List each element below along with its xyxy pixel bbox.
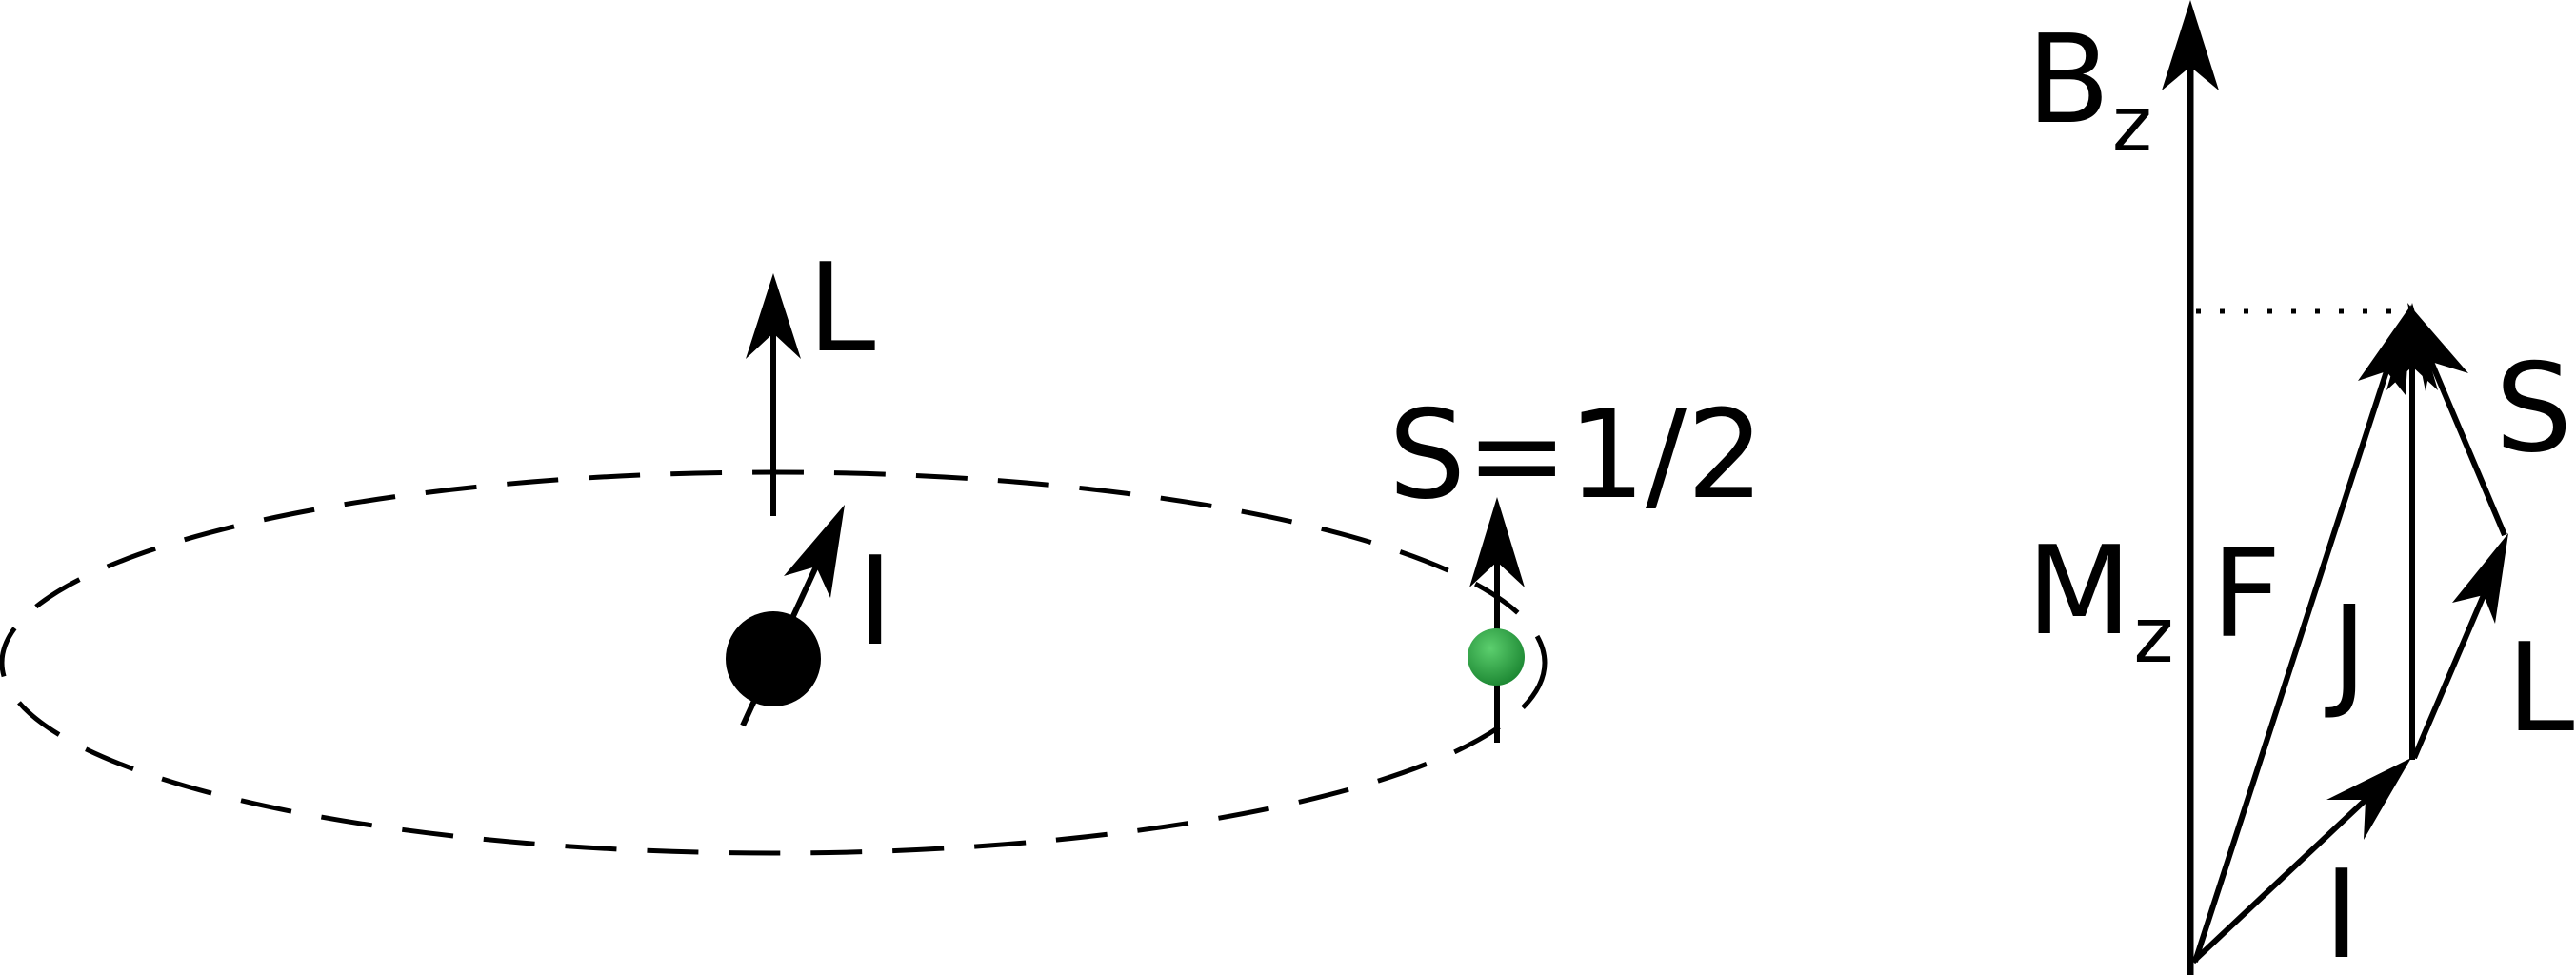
electron xyxy=(1468,628,1525,686)
f-vector-label: F xyxy=(2211,524,2282,666)
j-vector-arrow xyxy=(2386,303,2438,760)
electron-spin-arrow xyxy=(1469,497,1525,743)
field-label: Bz xyxy=(2027,10,2152,169)
projection-label: Mz xyxy=(2027,521,2173,680)
i-vector-arrow xyxy=(2190,758,2411,965)
nuclear-spin-arrow xyxy=(740,505,845,727)
nuclear-spin-label: I xyxy=(857,531,893,673)
electron-spin-label: S=1/2 xyxy=(1388,385,1765,527)
l-vector-label: L xyxy=(2506,618,2574,760)
l-vector-arrow xyxy=(2411,533,2508,760)
s-vector-arrow xyxy=(2407,303,2507,537)
orbital-momentum-label: L xyxy=(808,238,875,380)
orbital-momentum-arrow xyxy=(746,273,801,516)
i-vector-label: I xyxy=(2324,845,2360,975)
j-vector-label: J xyxy=(2325,581,2367,723)
vector-coupling-diagram: Bz Mz I F J L xyxy=(2027,0,2574,975)
atom-model: L I S=1/2 xyxy=(0,238,1765,856)
field-axis-arrow xyxy=(2162,0,2219,975)
s-vector-label: S xyxy=(2495,338,2572,480)
